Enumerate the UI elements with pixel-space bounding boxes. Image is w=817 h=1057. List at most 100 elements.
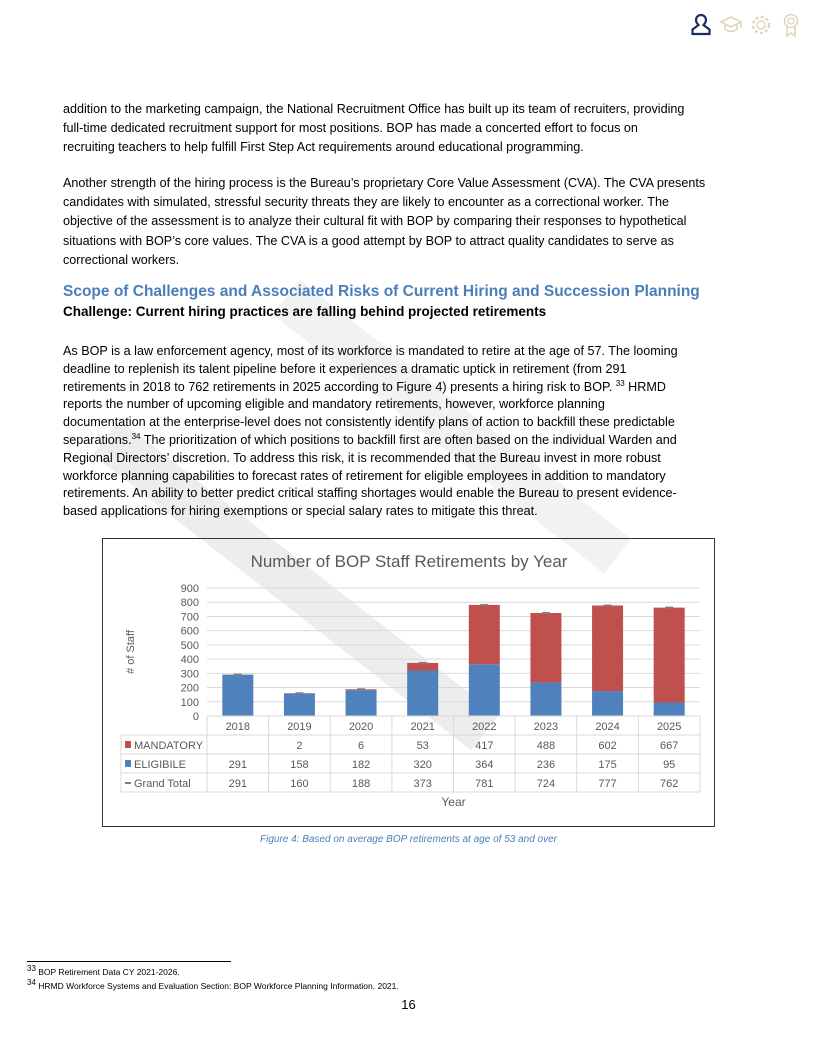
data-label: 95 [663, 759, 675, 771]
y-tick-label: 800 [181, 597, 199, 609]
text-line: situations with BOP’s core values. The C… [63, 233, 674, 248]
x-tick-label: 2021 [410, 721, 434, 733]
y-axis-label: # of Staff [125, 629, 137, 674]
footnote-divider [27, 961, 231, 962]
gear-icon [751, 15, 771, 35]
chart-svg: Number of BOP Staff Retirements by Year 0… [120, 552, 701, 809]
text-line: correctional workers. [63, 252, 180, 267]
data-label: 762 [660, 778, 678, 790]
text-line: Regional Directors’ discretion. To addre… [63, 450, 661, 465]
paragraph-recruitment: addition to the marketing campaign, the … [63, 100, 684, 158]
bar-eligible [222, 674, 254, 716]
data-label: 6 [358, 740, 364, 752]
text-line: recruiting teachers to help fulfill Firs… [63, 140, 584, 155]
bar-eligible [407, 670, 439, 716]
x-tick-label: 2018 [226, 721, 250, 733]
text-line: separations.34 The prioritization of whi… [63, 432, 678, 450]
bar-mandatory [653, 607, 685, 703]
data-label: 175 [598, 759, 616, 771]
paragraph-cva: Another strength of the hiring process i… [63, 174, 705, 270]
y-tick-label: 200 [181, 683, 199, 695]
text-line: workforce planning capabilities to forec… [63, 468, 666, 483]
text: The prioritization of which positions to… [140, 432, 677, 447]
x-tick-label: 2023 [534, 721, 558, 733]
text-line: candidates with simulated, stressful sec… [63, 195, 669, 210]
graduation-cap-icon [719, 16, 743, 33]
footnote-34: 34 HRMD Workforce Systems and Evaluation… [27, 978, 399, 991]
text-line: deadline to replenish its talent pipelin… [63, 361, 627, 376]
x-axis-label: Year [441, 795, 465, 809]
data-label: 291 [229, 778, 247, 790]
data-label: 417 [475, 740, 493, 752]
bar-mandatory [592, 605, 624, 692]
footnote-ref-33[interactable]: 33 [615, 378, 625, 388]
data-label: 781 [475, 778, 493, 790]
text-line: reports the number of upcoming eligible … [63, 397, 605, 412]
y-tick-label: 900 [181, 583, 199, 595]
data-label: 777 [598, 778, 616, 790]
data-label: 188 [352, 778, 370, 790]
text-line: retirements. An ability to better predic… [63, 486, 677, 501]
data-label: 291 [229, 759, 247, 771]
data-label: 320 [414, 759, 432, 771]
text-line: addition to the marketing campaign, the … [63, 102, 685, 116]
x-tick-label: 2024 [595, 721, 619, 733]
data-label: 724 [537, 778, 555, 790]
y-tick-label: 400 [181, 654, 199, 666]
text-line: retirements in 2018 to 762 retirements i… [63, 379, 678, 397]
data-label: 667 [660, 740, 678, 752]
person-icon [691, 13, 711, 36]
y-tick-label: 300 [181, 668, 199, 680]
text: retirements in 2018 to 762 retirements i… [63, 379, 616, 394]
bar-eligible [592, 691, 624, 716]
text-line: objective of the assessment is to analyz… [63, 214, 687, 229]
data-label: 373 [414, 778, 432, 790]
data-label: 364 [475, 759, 493, 771]
legend-label: Grand Total [134, 778, 191, 790]
x-tick-label: 2020 [349, 721, 373, 733]
data-label: 158 [290, 759, 308, 771]
y-tick-label: 500 [181, 640, 199, 652]
bar-eligible [468, 664, 500, 716]
legend-swatch [125, 760, 131, 767]
challenge-subheading: Challenge: Current hiring practices are … [63, 304, 547, 319]
footnote-number: 33 [27, 964, 36, 974]
legend-label: MANDATORY [134, 740, 204, 752]
data-label: 236 [537, 759, 555, 771]
retirements-chart: Number of BOP Staff Retirements by Year 0… [102, 538, 715, 827]
bar-eligible [283, 693, 315, 716]
legend-label: ELIGIBILE [134, 759, 186, 771]
text: separations. [63, 432, 132, 447]
bar-eligible [653, 702, 685, 716]
text-line: full-time dedicated recruitment support … [63, 121, 638, 136]
footnote-number: 34 [27, 978, 36, 988]
text: HRMD [624, 379, 666, 394]
y-tick-label: 700 [181, 611, 199, 623]
x-tick-label: 2025 [657, 721, 681, 733]
x-tick-label: 2022 [472, 721, 496, 733]
y-tick-label: 0 [193, 711, 199, 723]
bar-mandatory [468, 604, 500, 665]
bar-mandatory [407, 662, 439, 671]
footnote-text: HRMD Workforce Systems and Evaluation Se… [35, 981, 399, 991]
text-line: documentation at the enterprise-level do… [63, 415, 675, 430]
data-label: 182 [352, 759, 370, 771]
paragraph-challenge: As BOP is a law enforcement agency, most… [63, 343, 678, 521]
footnote-text: BOP Retirement Data CY 2021-2026. [35, 967, 180, 977]
text-line: Another strength of the hiring process i… [63, 176, 706, 190]
data-label: 488 [537, 740, 555, 752]
bar-eligible [345, 690, 377, 716]
figure-caption: Figure 4: Based on average BOP retiremen… [259, 834, 558, 845]
bar-eligible [530, 682, 562, 716]
data-label: 160 [290, 778, 308, 790]
footnote-ref-34[interactable]: 34 [131, 431, 141, 441]
header-icons [689, 12, 803, 38]
award-ribbon-icon [783, 13, 799, 38]
data-label: 2 [296, 740, 302, 752]
x-tick-label: 2019 [287, 721, 311, 733]
chart-title: Number of BOP Staff Retirements by Year [251, 552, 568, 571]
data-label: 53 [417, 740, 429, 752]
bar-mandatory [530, 613, 562, 683]
data-label: 602 [598, 740, 616, 752]
y-tick-label: 600 [181, 626, 199, 638]
